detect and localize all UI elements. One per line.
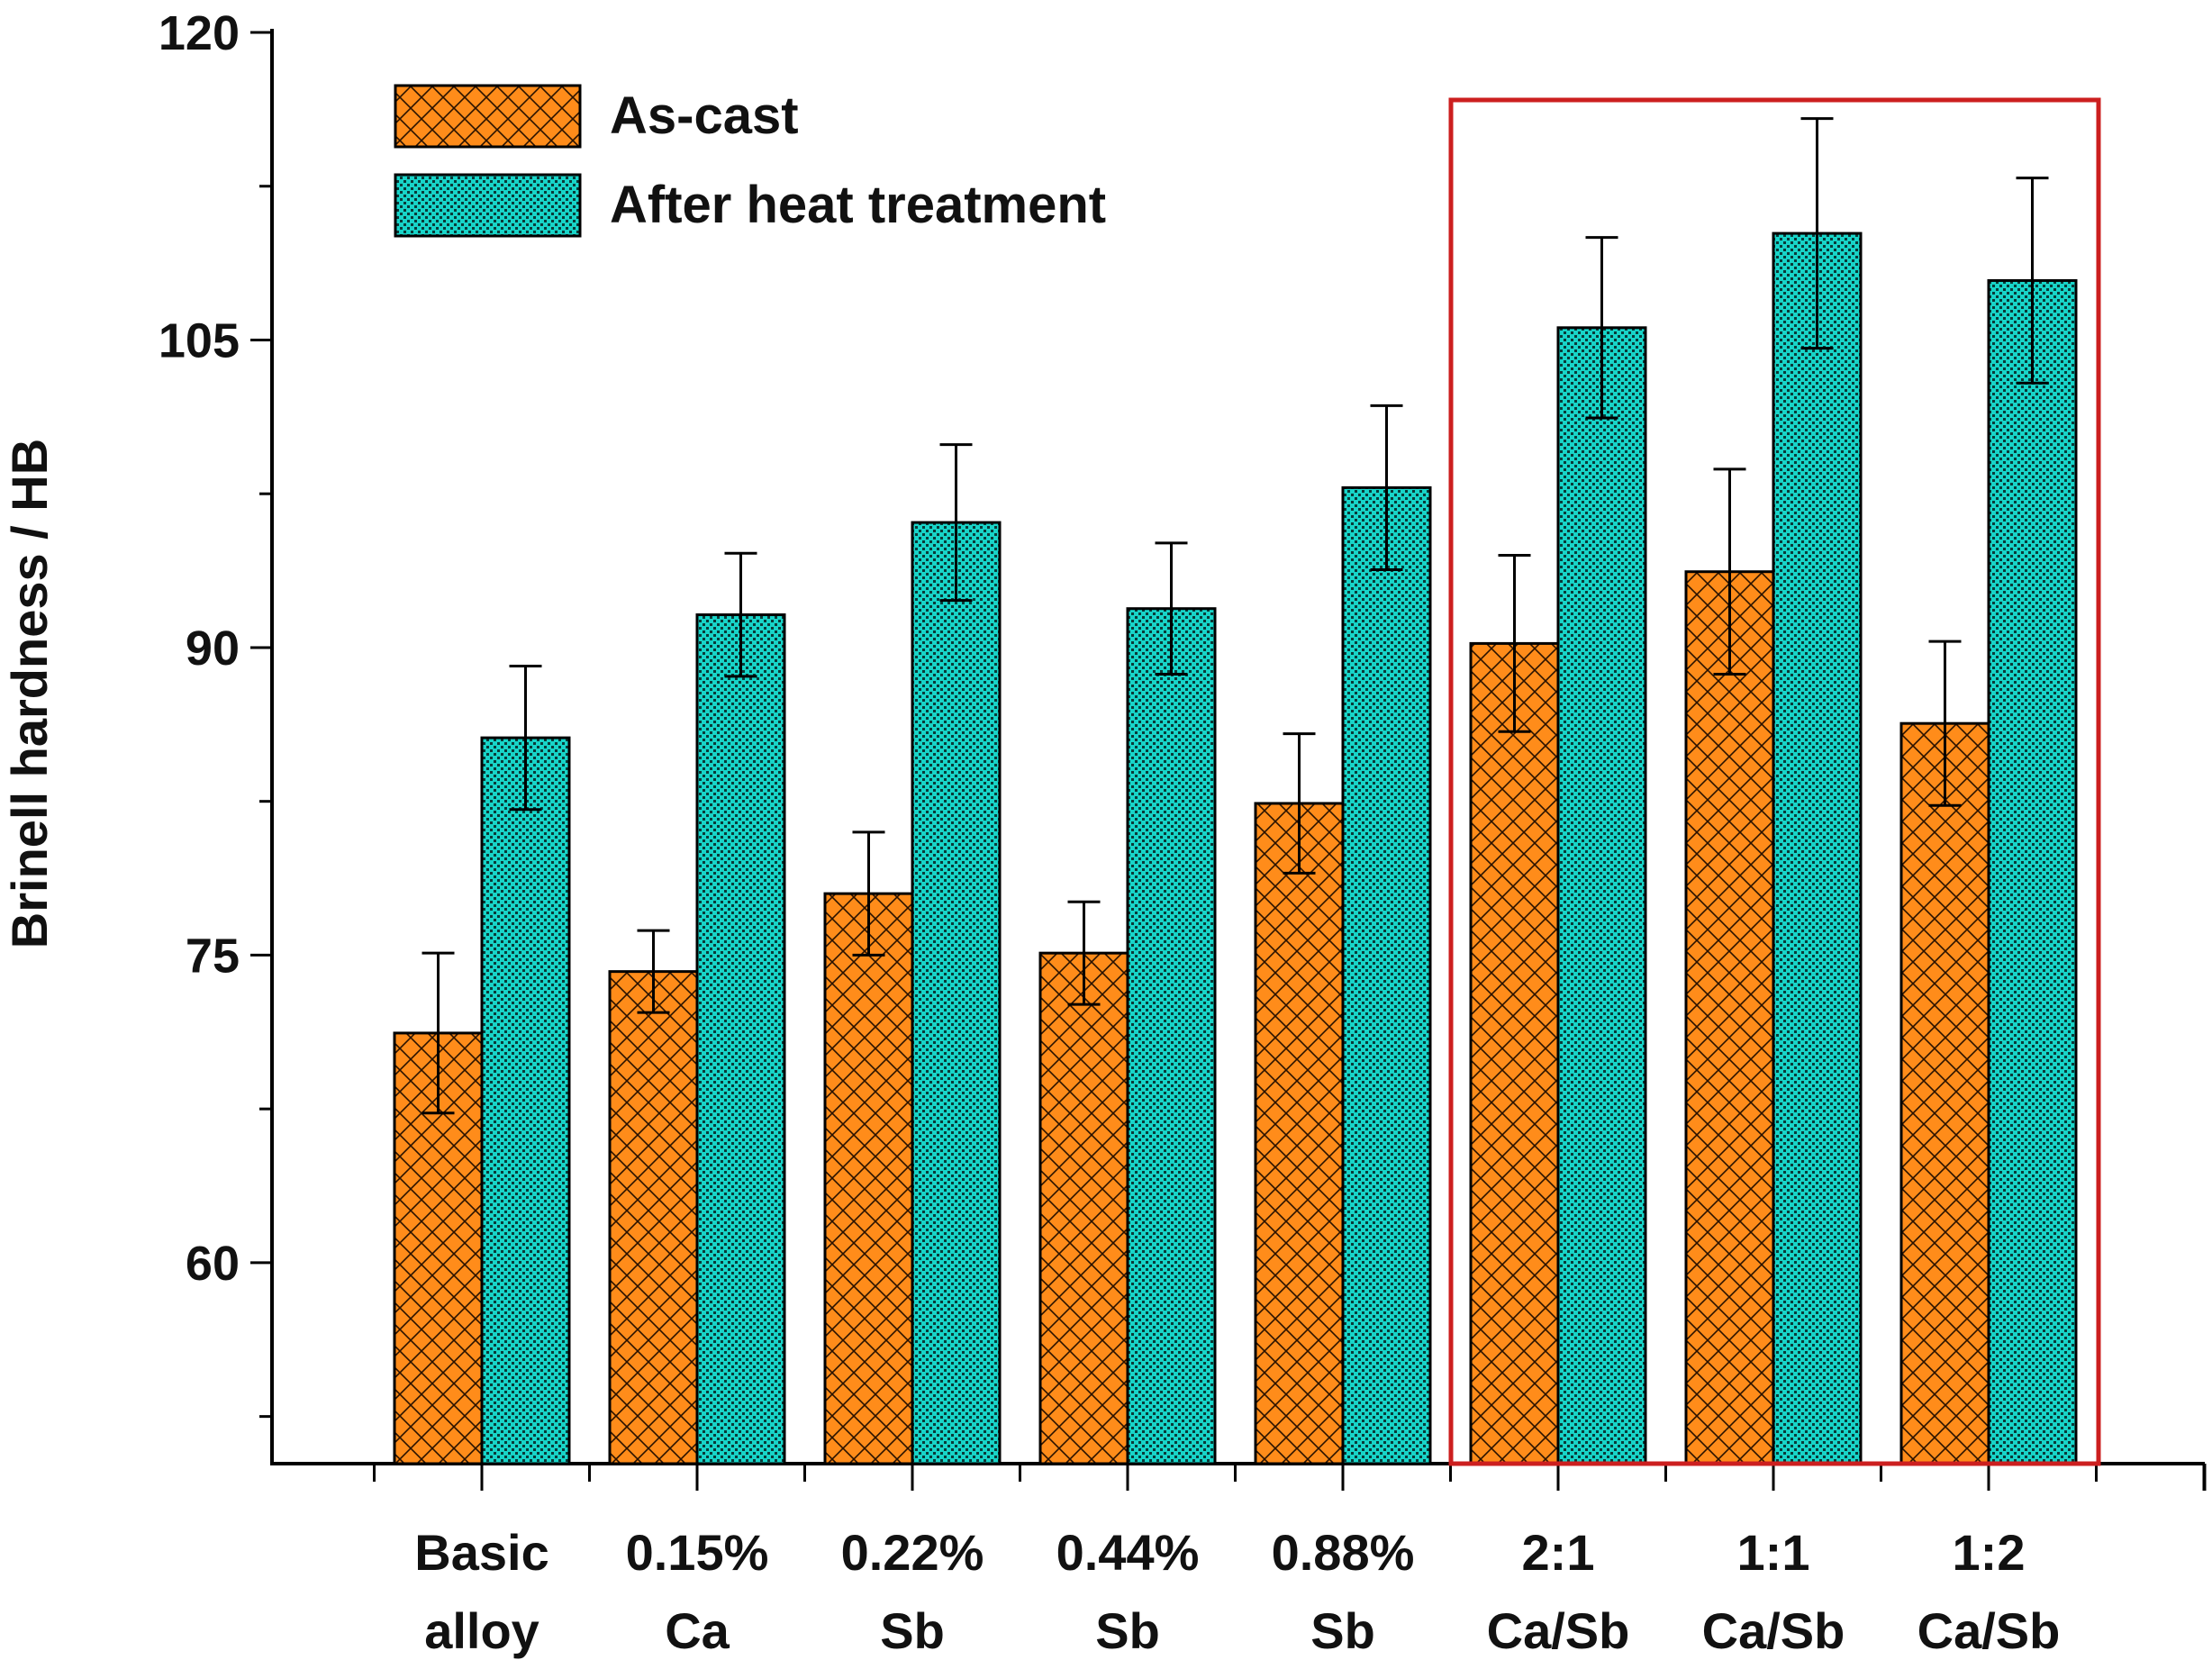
legend: As-cast After heat treatment: [394, 84, 1106, 238]
y-tick-label: 75: [186, 929, 240, 983]
x-tick-label: 1:1: [1737, 1524, 1810, 1581]
x-tick-label: Sb: [1310, 1602, 1375, 1659]
y-axis: 60 75 90 105 120: [159, 6, 274, 1465]
legend-label: After heat treatment: [610, 176, 1106, 234]
legend-swatch-heat-treated: [394, 173, 582, 238]
x-tick-label: Basic: [414, 1524, 548, 1581]
bar-as-cast: [1254, 802, 1345, 1465]
bar-as-cast: [1684, 570, 1775, 1465]
highlight-rectangle: [1448, 97, 2101, 1466]
x-tick-label: alloy: [424, 1602, 539, 1659]
bar-heat-treated: [695, 613, 786, 1465]
bar-heat-treated: [1556, 326, 1647, 1465]
bar-as-cast: [823, 892, 914, 1465]
y-axis-title: Brinell hardness / HB: [1, 439, 58, 948]
x-tick-label: Ca/Sb: [1487, 1602, 1630, 1659]
bar-as-cast: [1469, 641, 1560, 1465]
x-tick-label: 0.15%: [626, 1524, 769, 1581]
bar-heat-treated: [1987, 278, 2078, 1465]
bar-heat-treated: [480, 736, 571, 1465]
legend-label: As-cast: [610, 86, 799, 145]
bars: [393, 117, 2078, 1465]
x-tick-label: Sb: [1095, 1602, 1160, 1659]
bar-as-cast: [1038, 951, 1129, 1465]
x-tick-label: Ca/Sb: [1917, 1602, 2061, 1659]
x-tick-label: 0.44%: [1056, 1524, 1200, 1581]
x-tick-label: 0.22%: [841, 1524, 984, 1581]
bar-heat-treated: [1341, 485, 1432, 1465]
bar-heat-treated: [911, 521, 1002, 1465]
bar-heat-treated: [1772, 231, 1863, 1465]
y-tick-label: 90: [186, 621, 240, 676]
x-tick-label: Ca/Sb: [1702, 1602, 1845, 1659]
bar-as-cast: [1899, 721, 1990, 1465]
x-tick-label: 2:1: [1522, 1524, 1595, 1581]
legend-swatch-as-cast: [394, 84, 582, 149]
highlight-box: [1448, 97, 2101, 1466]
y-tick-label: 105: [159, 313, 240, 367]
x-tick-label: Ca: [665, 1602, 730, 1659]
x-tick-label: Sb: [880, 1602, 945, 1659]
bar-heat-treated: [1126, 607, 1217, 1465]
y-tick-label: 120: [159, 6, 240, 60]
x-tick-label: 1:2: [1953, 1524, 2026, 1581]
x-axis: Basic alloy 0.15% Ca 0.22% Sb 0.44% Sb 0.88% Sb 2:…: [270, 1462, 2207, 1659]
y-tick-label: 60: [186, 1237, 240, 1291]
bar-as-cast: [608, 970, 699, 1465]
x-tick-label: 0.88%: [1272, 1524, 1415, 1581]
